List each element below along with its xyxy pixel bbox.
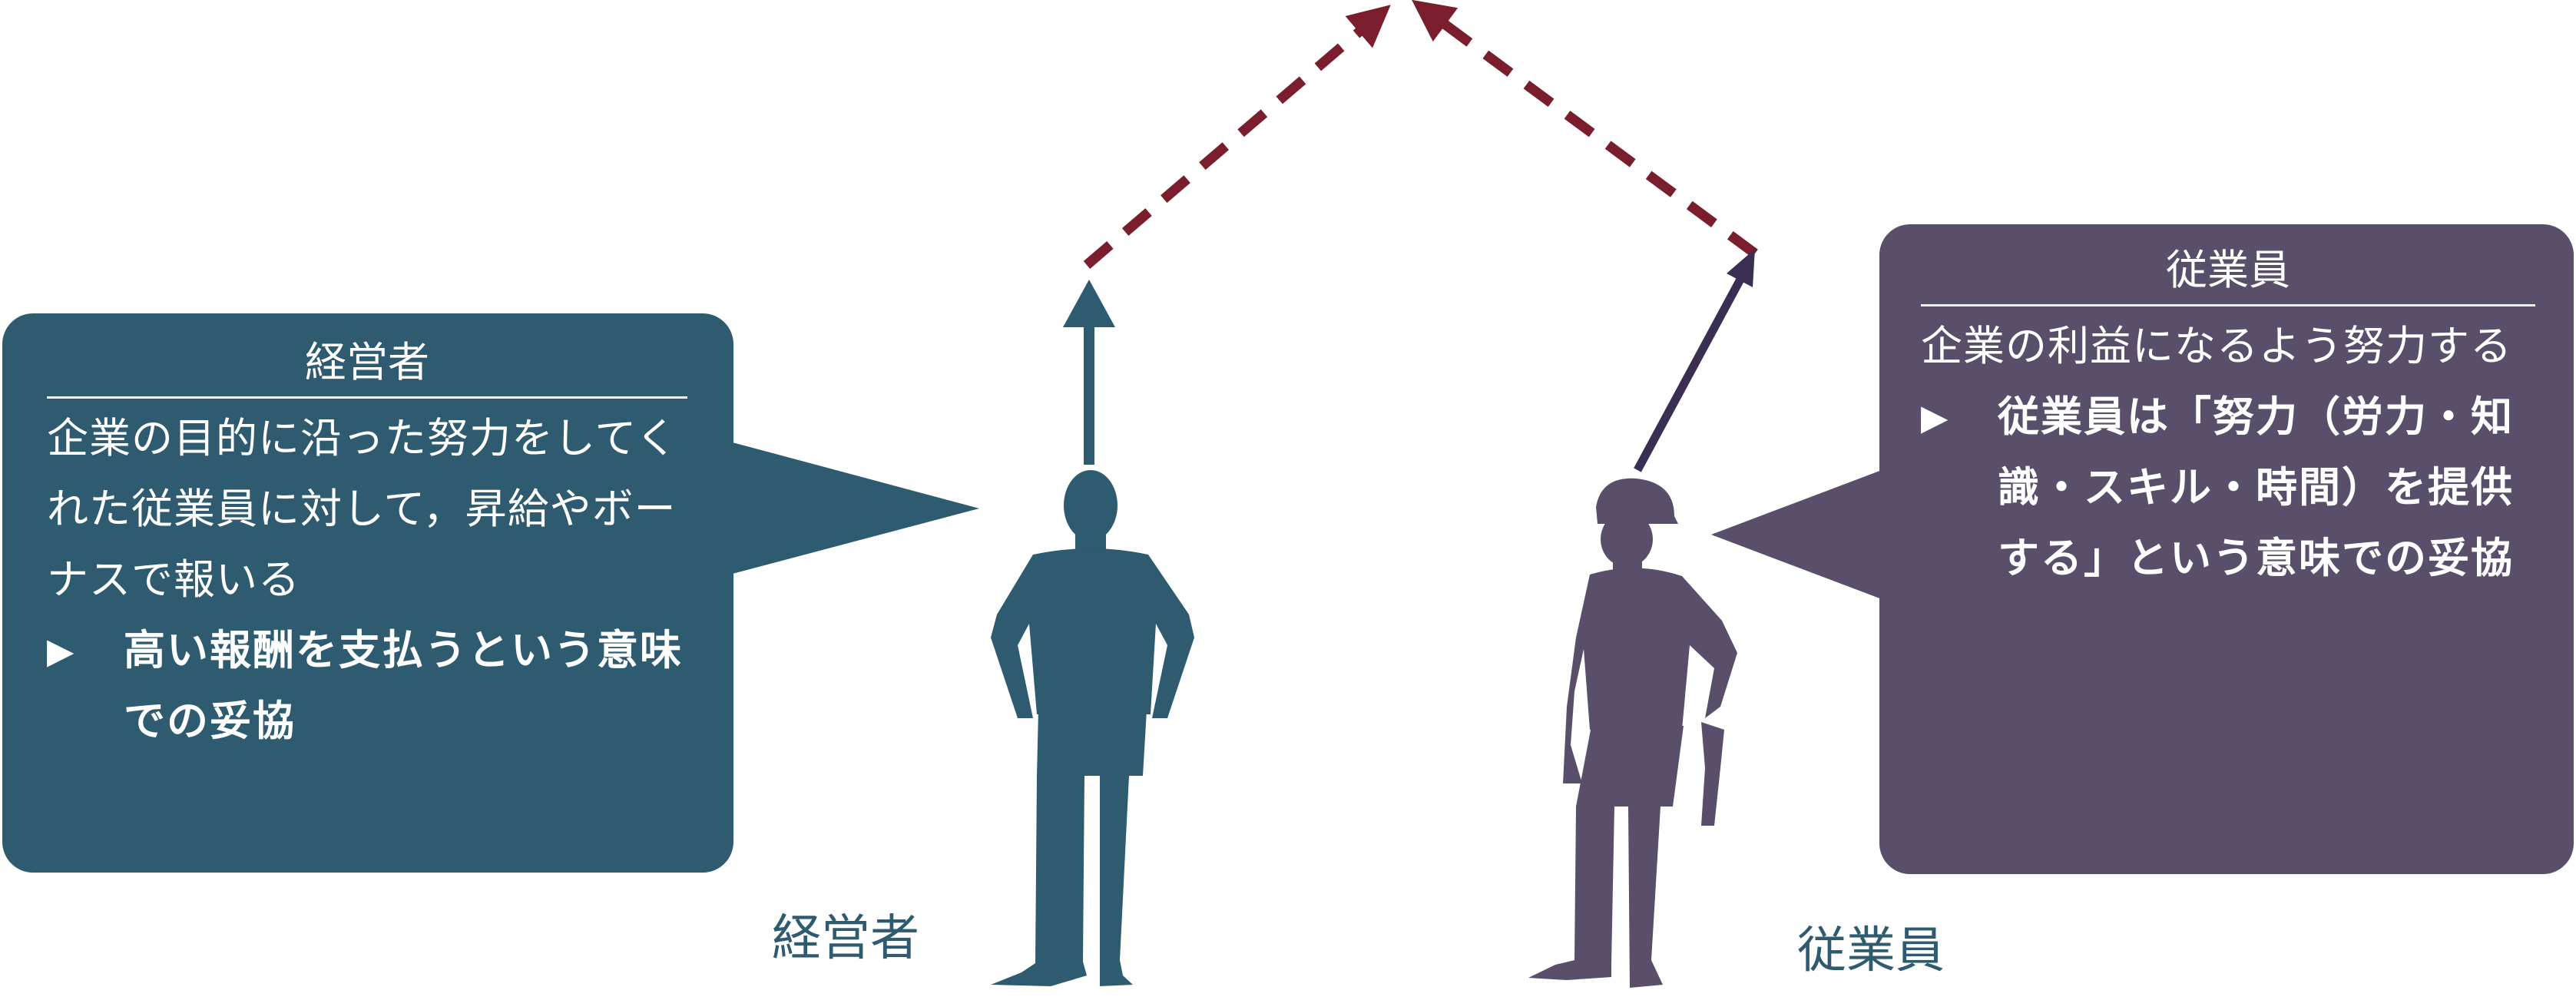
employee-bullet: ▶ 従業員は「努力（労力・知識・スキル・時間）を提供する」という意味での妥協	[1921, 382, 2535, 594]
manager-bullet: ▶ 高い報酬を支払うという意味での妥協	[47, 615, 687, 757]
employee-bubble-body: 企業の利益になるよう努力する	[1921, 322, 2512, 370]
right-bubble-tail	[1711, 470, 1882, 599]
employee-arrow-head	[1727, 249, 1755, 287]
dashed-arrow-left	[1083, 5, 1391, 269]
construction-worker-silhouette-icon	[1528, 478, 1737, 988]
triangle-bullet-icon: ▶	[47, 630, 76, 671]
manager-bubble-title: 経営者	[47, 329, 687, 399]
manager-arrow-head	[1063, 280, 1115, 327]
employee-figure-label: 従業員	[1797, 922, 1945, 979]
left-bubble-tail	[730, 442, 979, 575]
employee-arrow	[1634, 274, 1746, 472]
dashed-arrow-right	[1412, 0, 1758, 258]
employee-speech-bubble: 従業員 企業の利益になるよう努力する ▶ 従業員は「努力（労力・知識・スキル・時…	[1879, 224, 2574, 874]
businessman-silhouette-icon	[991, 470, 1194, 986]
employee-bullet-text: 従業員は「努力（労力・知識・スキル・時間）を提供する」という意味での妥協	[1998, 393, 2514, 582]
employee-bubble-title: 従業員	[1921, 237, 2535, 306]
manager-bullet-text: 高い報酬を支払うという意味での妥協	[124, 626, 683, 745]
manager-bubble-body: 企業の目的に沿った努力をしてくれた従業員に対して，昇給やボーナスで報いる	[47, 414, 678, 604]
manager-speech-bubble: 経営者 企業の目的に沿った努力をしてくれた従業員に対して，昇給やボーナスで報いる…	[2, 313, 733, 873]
manager-figure-label: 経営者	[772, 910, 919, 967]
triangle-bullet-icon: ▶	[1921, 396, 1950, 438]
